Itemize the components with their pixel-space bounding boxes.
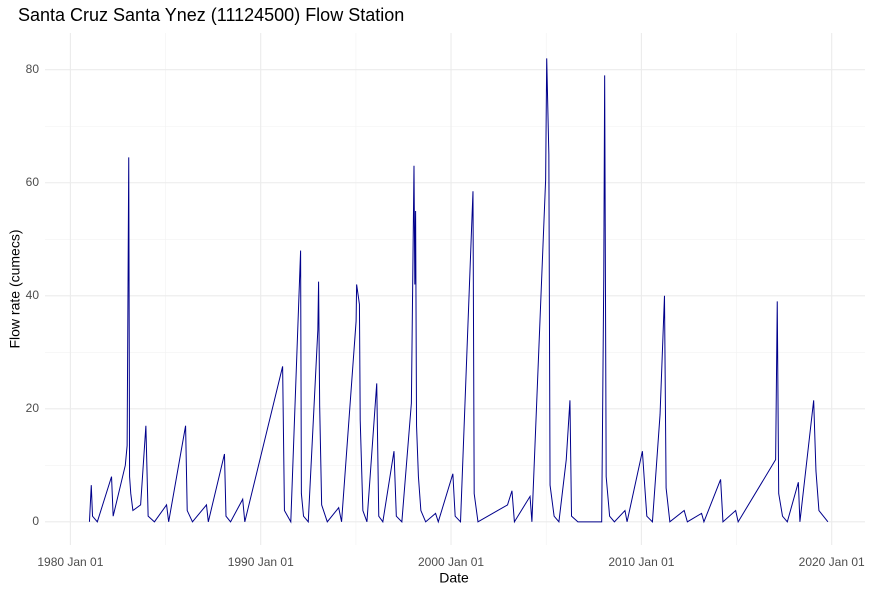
y-tick-label: 20 [26,401,40,415]
y-tick-label: 80 [26,62,40,76]
y-tick-label: 60 [26,175,40,189]
x-tick-label: 2010 Jan 01 [608,555,674,569]
x-tick-label: 2020 Jan 01 [799,555,865,569]
x-axis-label: Date [439,570,469,586]
flow-line [88,58,829,524]
x-tick-label: 1990 Jan 01 [228,555,294,569]
y-tick-label: 40 [26,288,40,302]
x-tick-label: 1980 Jan 01 [37,555,103,569]
chart-title: Santa Cruz Santa Ynez (11124500) Flow St… [18,5,404,25]
y-tick-label: 0 [32,514,39,528]
x-tick-label: 2000 Jan 01 [418,555,484,569]
y-axis-label: Flow rate (cumecs) [7,229,23,348]
